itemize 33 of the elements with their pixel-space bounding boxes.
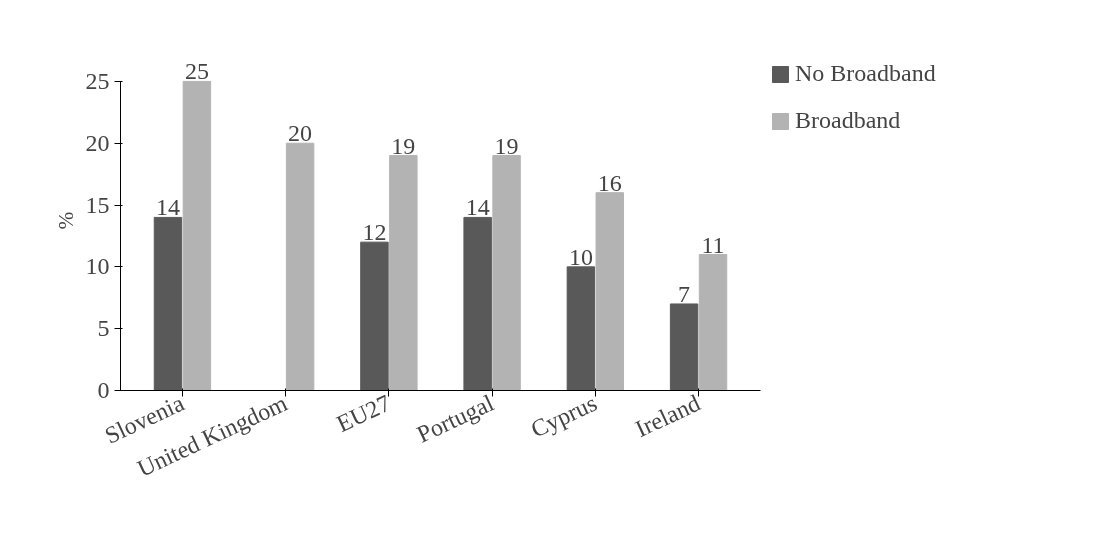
data-label: 16 [597, 169, 622, 196]
data-label: 14 [155, 194, 180, 221]
data-label: 14 [465, 194, 490, 221]
bar [595, 192, 625, 391]
bar [669, 303, 699, 391]
bar [285, 142, 315, 391]
y-tick-label: 15 [85, 191, 110, 218]
y-tick-label: 20 [85, 129, 110, 156]
data-label: 10 [568, 243, 593, 270]
bar [492, 155, 521, 391]
y-tick-label: 25 [85, 67, 110, 94]
bar [463, 216, 492, 391]
data-label: 19 [494, 132, 519, 159]
legend-label: Broadband [795, 107, 901, 134]
data-label: 25 [184, 58, 209, 85]
bar [389, 155, 418, 391]
x-tick-label: EU27 [332, 389, 395, 437]
data-label: 20 [288, 120, 313, 147]
bar [182, 80, 212, 391]
bar [698, 254, 728, 391]
data-label: 12 [362, 219, 387, 246]
y-tick-label: 10 [85, 253, 110, 280]
bar [153, 216, 183, 391]
data-label: 7 [678, 280, 691, 307]
x-tick-label: Cyprus [527, 389, 601, 443]
data-label: 11 [701, 231, 725, 258]
bar [566, 266, 596, 391]
y-axis-title: % [53, 211, 78, 230]
bar [360, 241, 389, 391]
legend-label: No Broadband [795, 60, 936, 87]
y-tick-label: 5 [97, 315, 110, 342]
data-label: 19 [391, 132, 416, 159]
y-tick-label: 0 [97, 377, 110, 403]
